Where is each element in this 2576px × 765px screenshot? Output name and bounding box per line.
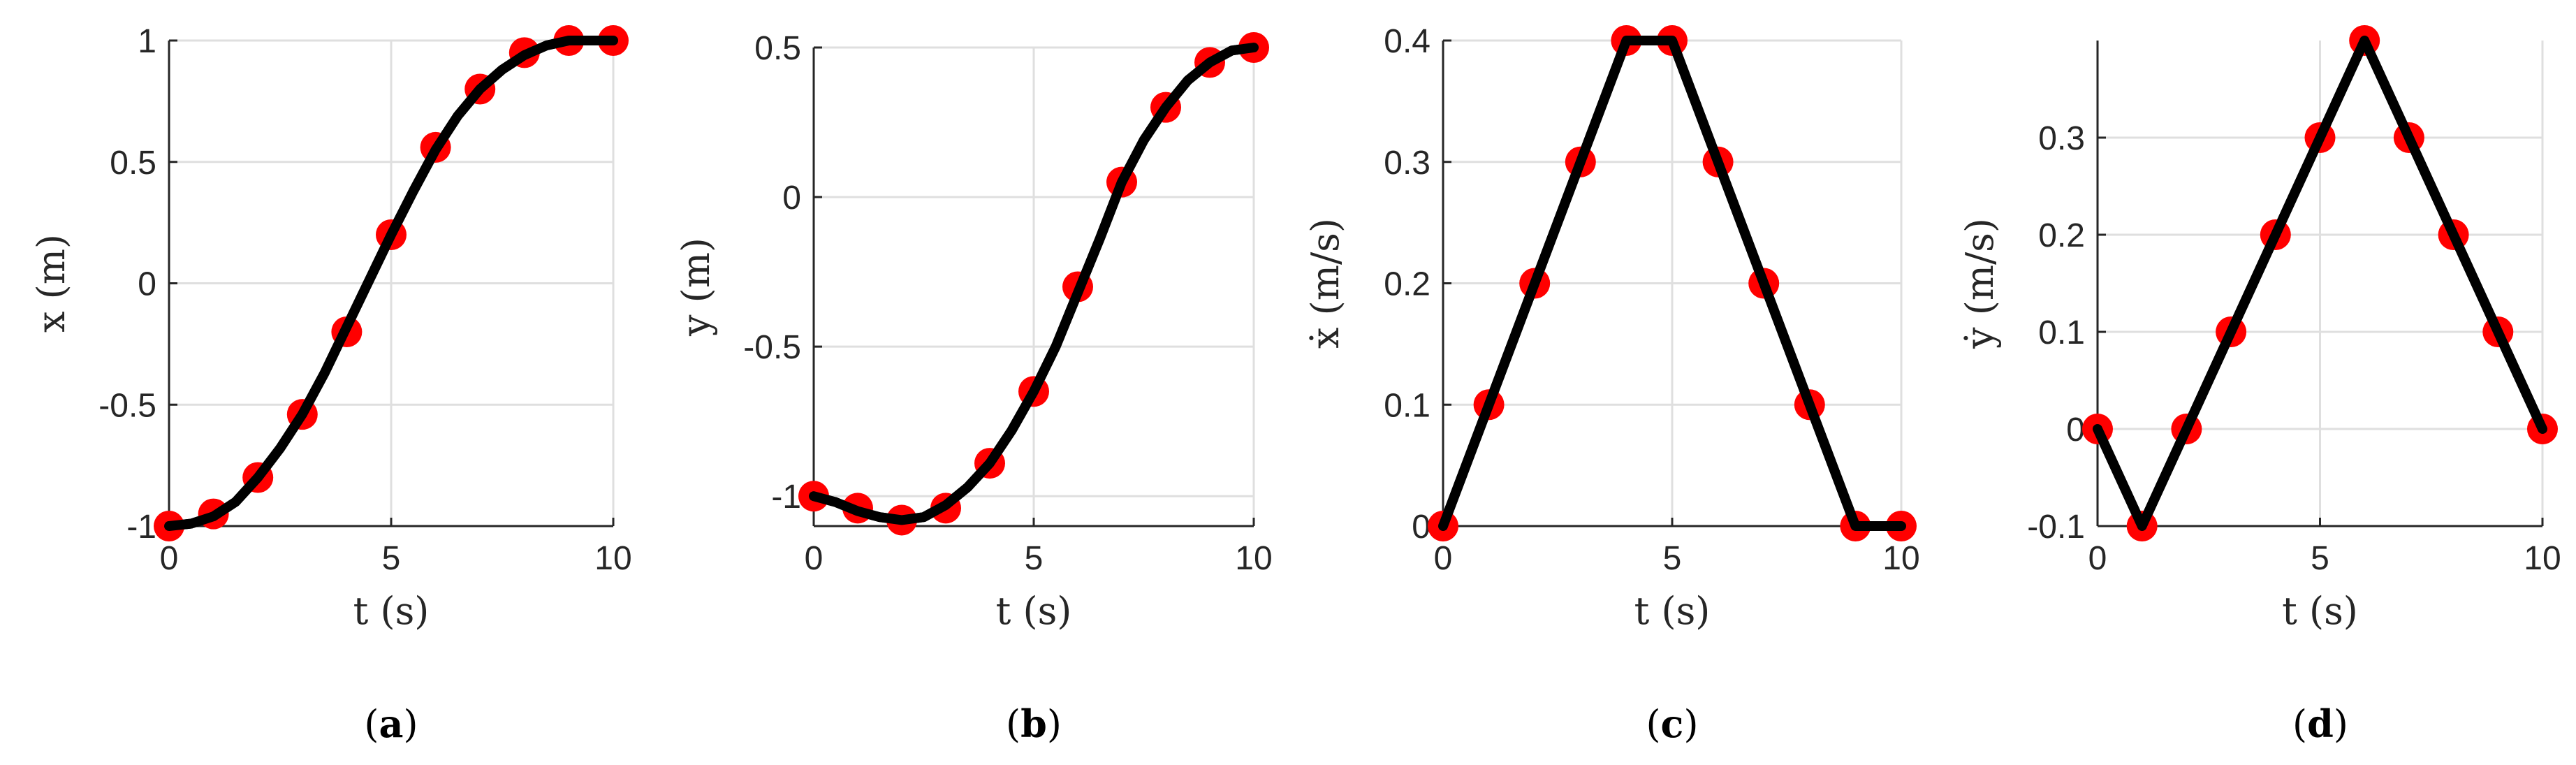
x-tick-label: 10 bbox=[594, 540, 631, 577]
x-tick-label: 10 bbox=[1235, 540, 1272, 577]
panel-label: (b) bbox=[1006, 701, 1062, 746]
y-tick-label: 0 bbox=[2066, 411, 2085, 449]
panel-label: (a) bbox=[364, 701, 418, 746]
y-tick-label: -0.5 bbox=[743, 329, 801, 366]
y-tick-label: 0.5 bbox=[754, 30, 801, 67]
x-tick-label: 10 bbox=[1882, 540, 1919, 577]
chart-panel-b: 0 5 10 -1 -0.5 0 0.5 t (s) y (m) (b) bbox=[674, 30, 1273, 746]
x-axis-label: t (s) bbox=[2282, 589, 2358, 633]
series-line-overlay bbox=[1438, 36, 1906, 531]
y-tick-label: 0.1 bbox=[2038, 314, 2085, 351]
series-line-overlay bbox=[809, 43, 1259, 525]
y-tick-label: 0.4 bbox=[1384, 23, 1430, 60]
x-tick-label: 5 bbox=[1663, 540, 1682, 577]
x-tick-label: 0 bbox=[2088, 540, 2107, 577]
x-tick-label: 10 bbox=[2524, 540, 2561, 577]
y-tick-label: 0.1 bbox=[1384, 387, 1430, 424]
x-axis-label: t (s) bbox=[353, 589, 430, 633]
y-tick-label: 0.3 bbox=[1384, 145, 1430, 182]
x-tick-label: 0 bbox=[160, 540, 179, 577]
y-axis-label: y (m) bbox=[674, 238, 718, 337]
x-tick-label: 5 bbox=[2311, 540, 2329, 577]
x-tick-label: 0 bbox=[1434, 540, 1453, 577]
y-tick-label: 0.3 bbox=[2038, 120, 2085, 157]
chart-panel-a: 0 5 10 -1 -0.5 0 0.5 1 t (s) x (m) (a) bbox=[29, 23, 632, 746]
x-tick-label: 5 bbox=[1025, 540, 1044, 577]
chart-panel-d: 0 5 10-0.100.10.20.3t (s)ẏ (m/s)(d) bbox=[1958, 25, 2561, 746]
y-tick-label: 0.2 bbox=[2038, 217, 2085, 254]
y-tick-label: -1 bbox=[771, 479, 801, 516]
y-tick-label: -0.1 bbox=[2027, 509, 2085, 546]
panel-label: (c) bbox=[1646, 701, 1698, 746]
x-tick-label: 5 bbox=[382, 540, 401, 577]
y-axis-label: ẏ (m/s) bbox=[1958, 218, 2002, 349]
y-tick-label: 0 bbox=[138, 266, 156, 303]
y-axis-label: x (m) bbox=[29, 234, 73, 333]
series-line-overlay bbox=[164, 36, 618, 531]
y-tick-label: 0.2 bbox=[1384, 266, 1430, 303]
y-tick-label: 1 bbox=[138, 23, 156, 60]
x-axis-label: t (s) bbox=[996, 589, 1072, 633]
y-tick-label: -1 bbox=[126, 509, 156, 546]
x-tick-label: 0 bbox=[805, 540, 824, 577]
chart-panel-c: 0 5 10 0 0.1 0.2 0.3 0.4 t (s) ẋ (m/s) (c) bbox=[1303, 23, 1920, 746]
y-axis-label: ẋ (m/s) bbox=[1303, 218, 1347, 349]
x-axis-label: t (s) bbox=[1634, 589, 1711, 633]
panel-label: (d) bbox=[2292, 701, 2348, 746]
y-tick-label: 0.5 bbox=[110, 145, 156, 182]
y-tick-label: 0 bbox=[1412, 509, 1430, 546]
y-tick-label: 0 bbox=[782, 180, 801, 217]
y-tick-label: -0.5 bbox=[98, 387, 156, 424]
series-line-overlay bbox=[2093, 36, 2547, 531]
